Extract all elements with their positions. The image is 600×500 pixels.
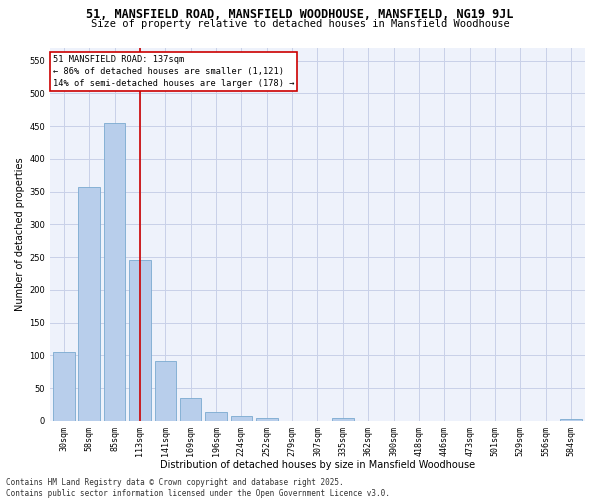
Bar bbox=[79, 187, 100, 421]
Bar bbox=[560, 419, 582, 421]
Text: 51 MANSFIELD ROAD: 137sqm
← 86% of detached houses are smaller (1,121)
14% of se: 51 MANSFIELD ROAD: 137sqm ← 86% of detac… bbox=[53, 55, 294, 88]
Bar bbox=[155, 360, 176, 421]
Text: Contains HM Land Registry data © Crown copyright and database right 2025.
Contai: Contains HM Land Registry data © Crown c… bbox=[6, 478, 390, 498]
Bar bbox=[104, 123, 125, 421]
Bar bbox=[53, 352, 74, 421]
Bar bbox=[230, 416, 252, 421]
Bar bbox=[129, 260, 151, 421]
Y-axis label: Number of detached properties: Number of detached properties bbox=[15, 158, 25, 311]
Bar bbox=[205, 412, 227, 421]
Bar bbox=[180, 398, 202, 421]
Bar bbox=[332, 418, 353, 421]
Text: 51, MANSFIELD ROAD, MANSFIELD WOODHOUSE, MANSFIELD, NG19 9JL: 51, MANSFIELD ROAD, MANSFIELD WOODHOUSE,… bbox=[86, 8, 514, 20]
Text: Size of property relative to detached houses in Mansfield Woodhouse: Size of property relative to detached ho… bbox=[91, 19, 509, 29]
Bar bbox=[256, 418, 278, 421]
X-axis label: Distribution of detached houses by size in Mansfield Woodhouse: Distribution of detached houses by size … bbox=[160, 460, 475, 470]
